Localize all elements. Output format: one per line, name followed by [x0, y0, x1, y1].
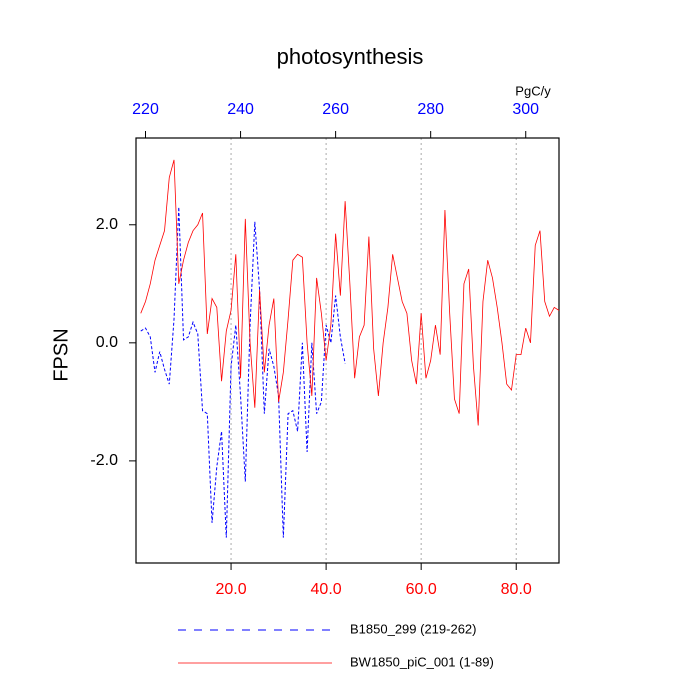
x-tick-label: 80.0	[501, 581, 532, 598]
x2-tick-label: 240	[227, 101, 254, 118]
y-tick-label: 0.0	[96, 334, 118, 351]
x2-unit: PgC/y	[515, 83, 551, 98]
series-line	[140, 207, 346, 538]
x-tick-label: 40.0	[311, 581, 342, 598]
chart-title: photosynthesis	[277, 44, 424, 69]
legend-label: B1850_299 (219-262)	[350, 621, 477, 636]
y-axis-label: FPSN	[50, 328, 72, 381]
x2-tick-label: 260	[322, 101, 349, 118]
y-tick-label: -2.0	[90, 452, 118, 469]
series-line	[140, 159, 560, 426]
x-tick-label: 20.0	[215, 581, 246, 598]
y-tick-label: 2.0	[96, 216, 118, 233]
x2-tick-label: 300	[512, 101, 539, 118]
x2-tick-label: 220	[132, 101, 159, 118]
x2-tick-label: 280	[417, 101, 444, 118]
plot-frame	[135, 137, 560, 564]
x-tick-label: 60.0	[406, 581, 437, 598]
legend-label: BW1850_piC_001 (1-89)	[350, 654, 494, 669]
